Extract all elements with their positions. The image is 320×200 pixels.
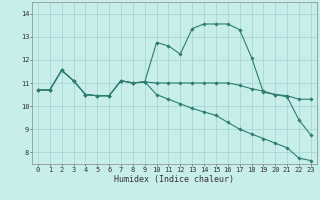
X-axis label: Humidex (Indice chaleur): Humidex (Indice chaleur) — [115, 175, 234, 184]
